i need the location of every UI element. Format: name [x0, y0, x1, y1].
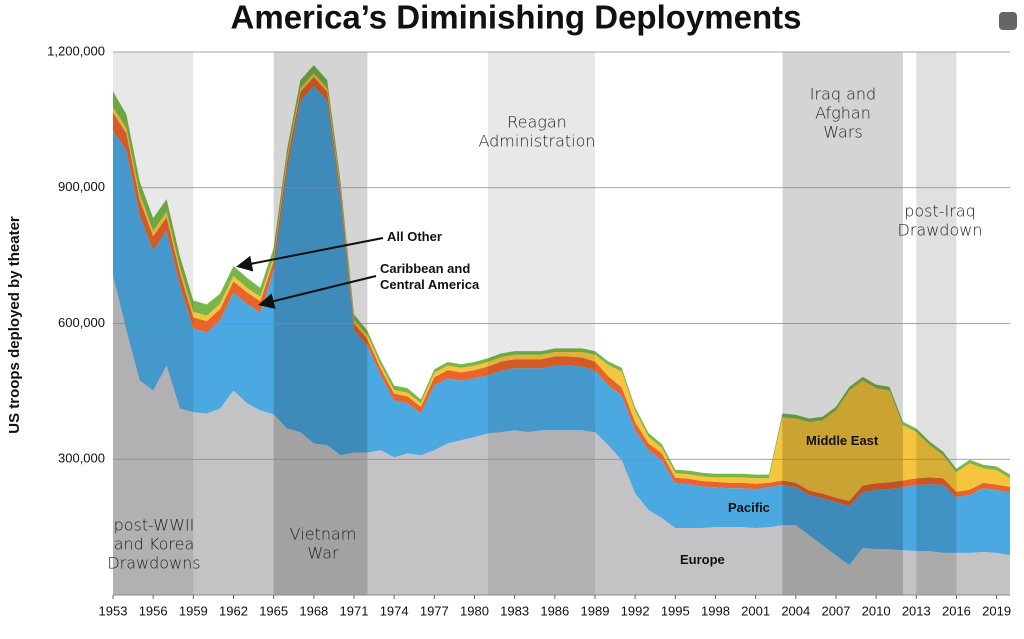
series-label: Caribbean and Central America — [380, 261, 480, 292]
x-tick-label: 1989 — [581, 603, 610, 618]
x-tick-label: 1986 — [540, 603, 569, 618]
era-label: Vietnam — [290, 525, 357, 544]
x-tick-label: 1998 — [701, 603, 730, 618]
x-tick-label: 2010 — [862, 603, 891, 618]
era-label: Administration — [478, 132, 595, 151]
x-tick-label: 2001 — [741, 603, 770, 618]
era-label: post-Iraq — [904, 202, 976, 221]
era-label: Drawdowns — [107, 554, 200, 573]
era-label: Afghan — [815, 104, 871, 123]
x-tick-label: 2007 — [821, 603, 850, 618]
area — [113, 85, 1010, 566]
era-label: Iraq and — [810, 85, 876, 104]
y-axis-label: US troops deployed by theater — [6, 216, 23, 434]
x-tick-label: 1971 — [340, 603, 369, 618]
x-tick-label: 1965 — [259, 603, 288, 618]
era-label: Reagan — [507, 113, 567, 132]
x-tick-label: 1992 — [621, 603, 650, 618]
x-tick-label: 1980 — [460, 603, 489, 618]
x-tick-label: 2016 — [942, 603, 971, 618]
x-tick-label: 1974 — [380, 603, 409, 618]
area — [113, 275, 1010, 595]
y-tick-label: 1,200,000 — [47, 43, 105, 58]
x-tick-label: 1962 — [219, 603, 248, 618]
y-tick-label: 300,000 — [58, 451, 105, 466]
series-label: Middle East — [806, 433, 879, 448]
chart-title: America’s Diminishing Deployments — [231, 0, 802, 36]
x-tick-label: 1968 — [299, 603, 328, 618]
y-tick-label: 900,000 — [58, 179, 105, 194]
series-label: Pacific — [728, 500, 770, 515]
x-tick-label: 1977 — [420, 603, 449, 618]
x-tick-label: 1956 — [139, 603, 168, 618]
series-label: Europe — [680, 552, 725, 567]
x-tick-label: 1995 — [661, 603, 690, 618]
menu-button[interactable] — [999, 12, 1017, 30]
era-label: Wars — [823, 123, 863, 142]
y-tick-label: 600,000 — [58, 315, 105, 330]
x-tick-label: 2019 — [982, 603, 1011, 618]
arrow — [258, 275, 377, 309]
series-label: All Other — [387, 229, 442, 244]
era-label: and Korea — [114, 535, 195, 554]
x-tick-label: 1953 — [99, 603, 128, 618]
era-label: post-WWII — [114, 516, 195, 535]
x-tick-label: 1983 — [500, 603, 529, 618]
x-tick-label: 2013 — [902, 603, 931, 618]
era-label: War — [307, 544, 339, 563]
era-label: Drawdown — [898, 221, 983, 240]
area — [113, 73, 1010, 501]
arrow — [236, 237, 384, 272]
x-tick-label: 1959 — [179, 603, 208, 618]
x-tick-label: 2004 — [781, 603, 810, 618]
